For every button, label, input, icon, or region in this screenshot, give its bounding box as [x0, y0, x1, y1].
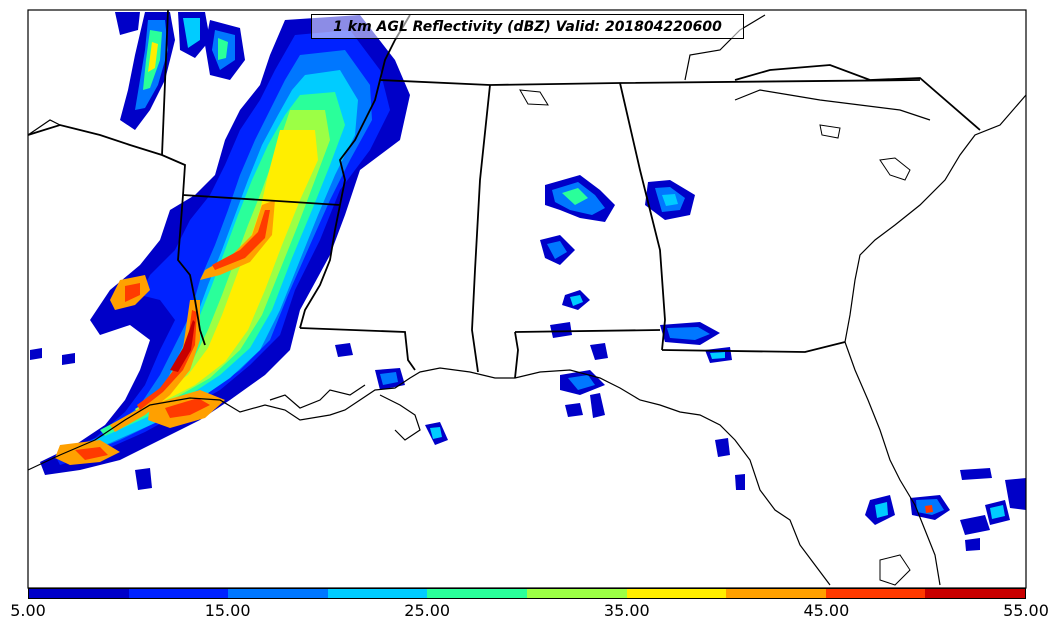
state-borders: [28, 10, 981, 379]
colorbar-tick-label: 55.00: [1003, 601, 1049, 620]
map-title: 1 km AGL Reflectivity (dBZ) Valid: 20180…: [333, 18, 722, 35]
squall-line-precip: [40, 15, 410, 475]
map-title-box: 1 km AGL Reflectivity (dBZ) Valid: 20180…: [311, 14, 744, 39]
lakes: [519, 89, 911, 586]
colorbar-segment: [726, 589, 826, 598]
colorbar-segment: [427, 589, 527, 598]
northern-cells: [115, 12, 245, 130]
colorbar-segment: [228, 589, 328, 598]
colorbar-segment: [526, 589, 627, 598]
colorbar-tick-label: 15.00: [204, 601, 251, 620]
scattered-cells: [30, 175, 1026, 551]
colorbar-segment: [825, 589, 926, 598]
colorbar-tick-label: 35.00: [603, 601, 650, 620]
colorbar-segment: [29, 589, 129, 598]
colorbar-tick-label: 45.00: [803, 601, 850, 620]
colorbar-segment: [626, 589, 727, 598]
reflectivity-colorbar: [28, 588, 1026, 599]
colorbar-segment: [327, 589, 428, 598]
colorbar-segment: [128, 589, 229, 598]
coastline: [28, 14, 1026, 586]
colorbar-tick-label: 25.00: [404, 601, 451, 620]
colorbar-tick-label: 5.00: [10, 601, 46, 620]
colorbar-segment: [925, 589, 1025, 598]
